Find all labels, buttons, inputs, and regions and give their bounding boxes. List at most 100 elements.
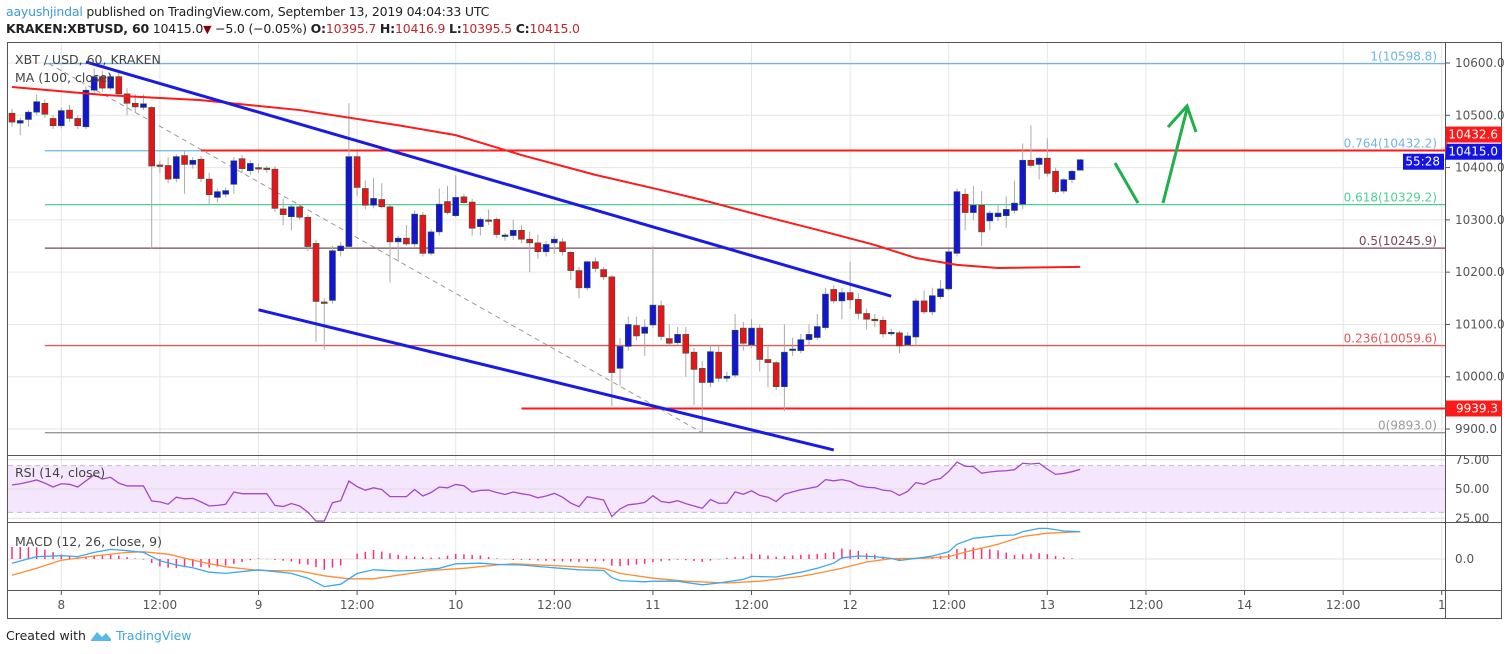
candle-down xyxy=(386,206,394,243)
macd-panel: 0.0 xyxy=(8,527,1474,588)
candle-down xyxy=(493,219,501,235)
candle-down xyxy=(66,109,73,119)
rsi-tick-label: 75.00 xyxy=(1455,453,1489,467)
author-link[interactable]: aayushjindal xyxy=(6,4,83,19)
chart-frame xyxy=(7,42,1502,619)
candle-up xyxy=(1068,170,1076,180)
ma-legend[interactable]: MA (100, close) xyxy=(15,70,112,85)
candle-up xyxy=(33,101,40,113)
fib-diagonal[interactable] xyxy=(48,63,703,434)
fib-level-label: 0.236(10059.6) xyxy=(1344,332,1437,346)
price-badge-text: 10415.0 xyxy=(1448,145,1498,159)
candle-down xyxy=(238,158,246,169)
candle-down xyxy=(559,241,566,253)
time-label: 12:00 xyxy=(1326,598,1361,612)
candle-up xyxy=(509,230,517,236)
candle-up xyxy=(1019,159,1026,205)
trendlines[interactable] xyxy=(85,60,892,452)
candle-up xyxy=(616,346,624,369)
trendline[interactable] xyxy=(85,60,892,298)
time-label: 12:00 xyxy=(340,598,375,612)
candle-down xyxy=(362,188,369,206)
fib-level-label: 0.764(10432.2) xyxy=(1344,137,1437,151)
candle-up xyxy=(82,89,90,128)
candle-down xyxy=(600,269,607,278)
candle-down xyxy=(855,299,862,314)
green-arrow-drawing[interactable] xyxy=(1113,103,1198,204)
candle-up xyxy=(1060,179,1068,192)
candle-down xyxy=(296,206,303,218)
fib-retracement[interactable]: 1(10598.8) 0.764(10432.2) 0.618(10329.2) 0.… xyxy=(44,50,1445,434)
countdown-badge xyxy=(1403,153,1444,170)
candle-down xyxy=(657,305,665,337)
price-badge xyxy=(1446,126,1502,143)
fib-level-label: 0(9893.0) xyxy=(1378,419,1437,433)
candle-down xyxy=(961,193,969,213)
candle-up xyxy=(1076,159,1084,171)
price-label: 10000.0 xyxy=(1455,370,1505,384)
time-label: 11 xyxy=(645,598,660,612)
ma-line xyxy=(11,86,1081,269)
countdown-text: 55:28 xyxy=(1405,155,1440,169)
candle-down xyxy=(871,318,879,322)
published-text: published on TradingView.com, September … xyxy=(86,4,490,19)
rsi-line xyxy=(11,461,1081,522)
candle-up xyxy=(411,213,418,245)
time-label: 1 xyxy=(1438,598,1446,612)
candle-down xyxy=(764,359,772,363)
candle-up xyxy=(16,120,24,124)
close-value: 10415.0 xyxy=(529,21,580,36)
candle-up xyxy=(173,156,180,179)
price-badge xyxy=(1446,400,1502,417)
footer: Created with TradingView xyxy=(6,628,192,643)
candle-down xyxy=(740,327,747,344)
candle-down xyxy=(131,102,139,108)
macd-tick-label: 0.0 xyxy=(1455,552,1474,566)
candle-down xyxy=(830,289,838,302)
candle-down xyxy=(698,368,706,383)
candle-down xyxy=(320,301,328,304)
last-price: 10415.0 xyxy=(152,21,204,36)
time-label: 13 xyxy=(1040,598,1055,612)
candle-down xyxy=(181,155,188,165)
macd-legend[interactable]: MACD (12, 26, close, 9) xyxy=(15,534,162,549)
horizontal-lines[interactable] xyxy=(200,149,1445,410)
price-badge-text: 10432.6 xyxy=(1448,128,1498,142)
candle-down xyxy=(460,196,468,203)
candle-down xyxy=(485,219,492,222)
rsi-legend[interactable]: RSI (14, close) xyxy=(15,465,105,480)
candle-down xyxy=(1052,170,1059,192)
candle-up xyxy=(230,160,238,185)
candle-up xyxy=(887,331,895,335)
fib-level-label: 0.618(10329.2) xyxy=(1344,191,1437,205)
candle-down xyxy=(304,216,312,247)
candle-down xyxy=(378,199,386,208)
price-badge xyxy=(1446,143,1502,160)
time-label: 12:00 xyxy=(734,598,769,612)
candle-down xyxy=(633,325,640,337)
candle-up xyxy=(937,288,944,298)
time-label: 12:00 xyxy=(537,598,572,612)
candle-down xyxy=(863,313,870,320)
candle-up xyxy=(222,190,229,195)
tradingview-link[interactable]: TradingView xyxy=(115,628,192,643)
candle-down xyxy=(123,93,131,104)
candle-up xyxy=(723,375,731,379)
high-value: 10416.9 xyxy=(394,21,446,36)
candle-down xyxy=(575,270,583,289)
down-arrow-icon: ▼ xyxy=(203,23,212,36)
candle-up xyxy=(953,191,961,254)
candle-down xyxy=(526,238,533,244)
axes[interactable]: 8 12:00 9 12:00 10 12:00 11 12:00 12 12:00 13 12:00… xyxy=(57,56,1504,612)
created-with-text: Created with xyxy=(6,628,86,643)
candle-down xyxy=(353,156,361,188)
trendline[interactable] xyxy=(258,308,835,452)
candle-up xyxy=(435,203,443,233)
candle-down xyxy=(99,76,106,89)
candle-down xyxy=(772,362,780,387)
candle-down xyxy=(920,300,928,313)
candle-down xyxy=(279,208,287,215)
candle-up xyxy=(1011,202,1018,211)
candle-up xyxy=(641,326,649,334)
